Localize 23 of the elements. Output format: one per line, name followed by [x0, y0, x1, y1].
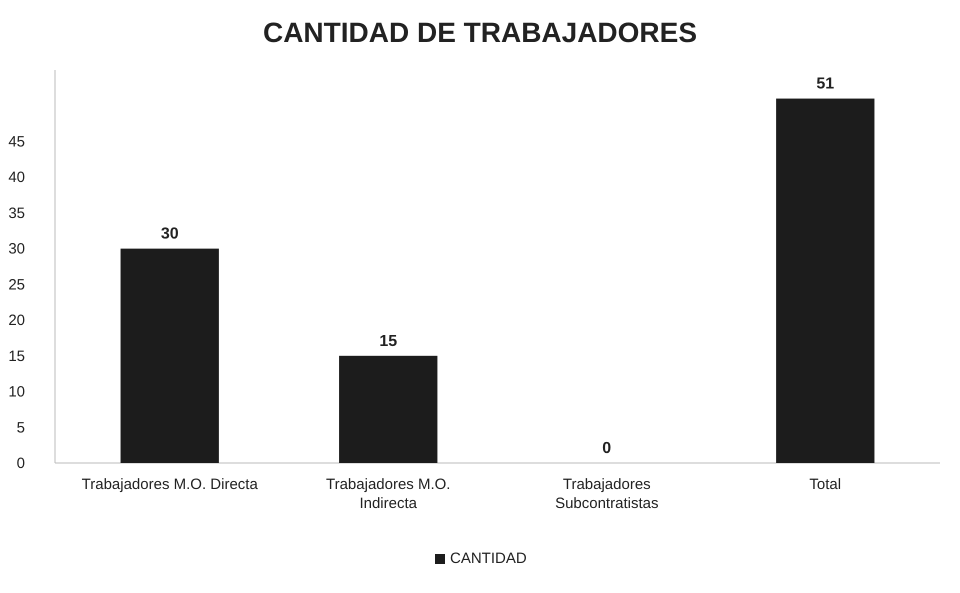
y-tick-label: 30 [8, 240, 25, 258]
y-tick-label: 0 [16, 455, 25, 472]
y-tick-label: 40 [8, 169, 25, 186]
x-tick-label: Trabajadores Subcontratistas [555, 476, 658, 512]
y-tick-label: 45 [8, 133, 25, 150]
bar [339, 356, 438, 463]
y-tick-label: 35 [8, 204, 25, 222]
x-tick-label: Trabajadores M.O. Indirecta [326, 476, 450, 512]
y-tick-label: 15 [8, 348, 25, 365]
y-tick-label: 10 [8, 384, 25, 401]
bar [776, 98, 874, 463]
y-tick-label: 5 [16, 419, 25, 436]
legend-label: CANTIDAD [450, 550, 527, 567]
y-tick-label: 25 [8, 276, 25, 294]
data-label: 30 [160, 226, 179, 243]
data-label: 51 [816, 76, 834, 93]
x-tick-label: Trabajadores M.O. Directa [82, 476, 258, 493]
bar [120, 248, 219, 463]
chart-title: CANTIDAD DE TRABAJADORES [262, 17, 698, 48]
y-tick-label: 20 [8, 312, 25, 330]
x-tick-label: Total [809, 476, 842, 493]
data-label: 0 [602, 440, 612, 457]
data-label: 15 [379, 332, 398, 350]
